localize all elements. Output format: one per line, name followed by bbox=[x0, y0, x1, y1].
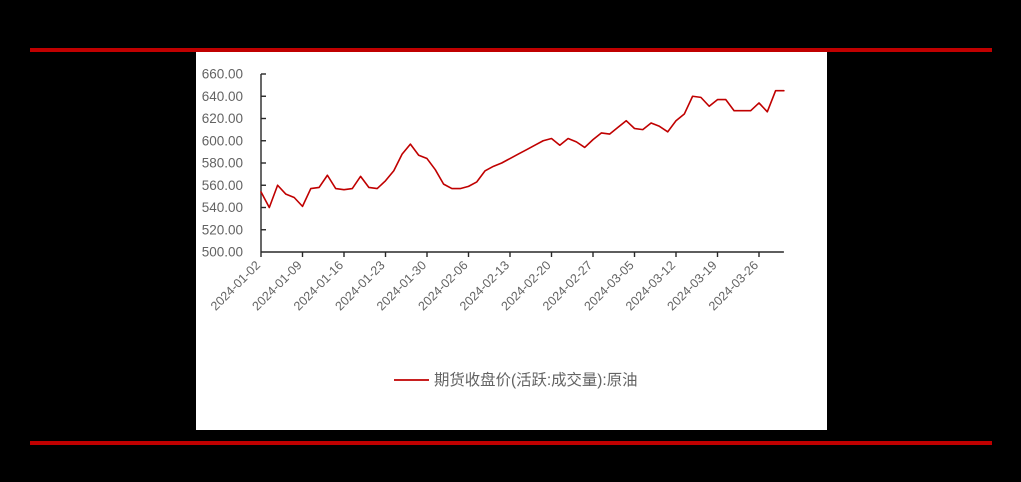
svg-text:560.00: 560.00 bbox=[202, 178, 243, 193]
svg-text:540.00: 540.00 bbox=[202, 200, 243, 215]
svg-text:640.00: 640.00 bbox=[202, 89, 243, 104]
svg-text:600.00: 600.00 bbox=[202, 133, 243, 148]
svg-text:660.00: 660.00 bbox=[202, 67, 243, 82]
svg-text:580.00: 580.00 bbox=[202, 156, 243, 171]
svg-text:500.00: 500.00 bbox=[202, 245, 243, 260]
svg-text:520.00: 520.00 bbox=[202, 222, 243, 237]
svg-text:620.00: 620.00 bbox=[202, 111, 243, 126]
svg-text:期货收盘价(活跃:成交量):原油: 期货收盘价(活跃:成交量):原油 bbox=[434, 370, 638, 389]
